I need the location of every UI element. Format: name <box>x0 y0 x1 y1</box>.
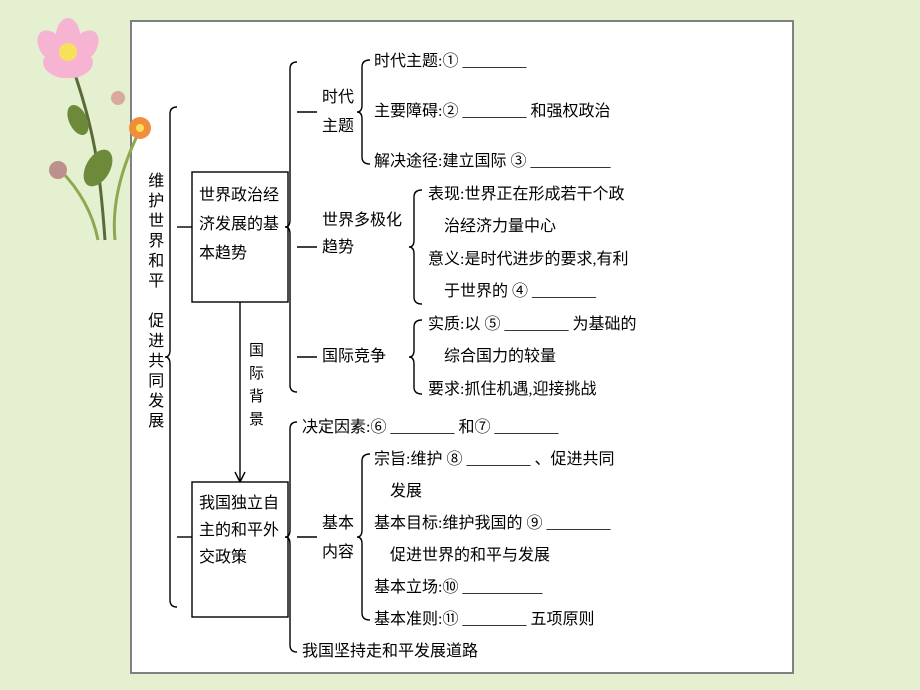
branchB-sub-label: 基本内容 <box>322 510 356 568</box>
sub3-l2: 要求:抓住机遇,迎接挑战 <box>428 380 596 399</box>
flower-icon <box>0 0 160 240</box>
bsub-l1b: 发展 <box>374 482 422 501</box>
branchB-last: 我国坚持走和平发展道路 <box>302 642 478 661</box>
sub2-l2: 意义:是时代进步的要求,有利 <box>428 250 628 269</box>
sub2-label: 世界多极化趋势 <box>322 207 404 261</box>
bsub-l3: 基本立场:⑩ __________ <box>374 578 542 597</box>
branchB-label: 我国独立自主的和平外交政策 <box>199 490 281 572</box>
sub1-l2: 主要障碍:② ________ 和强权政治 <box>374 102 610 121</box>
bsub-l4: 基本准则:⑪ ________ 五项原则 <box>374 610 594 629</box>
bsub-l2b: 促进世界的和平与发展 <box>374 546 550 565</box>
sub1-l1: 时代主题:① ________ <box>374 52 526 71</box>
bsub-l2: 基本目标:维护我国的 ⑨ ________ <box>374 514 610 533</box>
sub1-label: 时代主题 <box>322 84 356 142</box>
sub3-l1b: 综合国力的较量 <box>428 347 556 366</box>
sub1-l3: 解决途径:建立国际 ③ __________ <box>374 152 610 171</box>
sub2-l1: 表现:世界正在形成若干个政 <box>428 185 624 204</box>
diagram-canvas: 维护世界和平 促进共同发展 世界政治经济发展的基本趋势 国际背景 我国独立自主的… <box>130 20 794 674</box>
branchB-l0: 决定因素:⑥ ________ 和⑦ ________ <box>302 418 558 437</box>
connector-label: 国际背景 <box>246 342 264 434</box>
sub2-l1b: 治经济力量中心 <box>428 217 556 236</box>
bsub-l1: 宗旨:维护 ⑧ ________ 、促进共同 <box>374 450 614 469</box>
branchA-label: 世界政治经济发展的基本趋势 <box>199 182 281 268</box>
sub3-l1: 实质:以 ⑤ ________ 为基础的 <box>428 315 636 334</box>
sub2-l2b: 于世界的 ④ ________ <box>428 282 596 301</box>
sub3-label: 国际竞争 <box>322 347 412 366</box>
